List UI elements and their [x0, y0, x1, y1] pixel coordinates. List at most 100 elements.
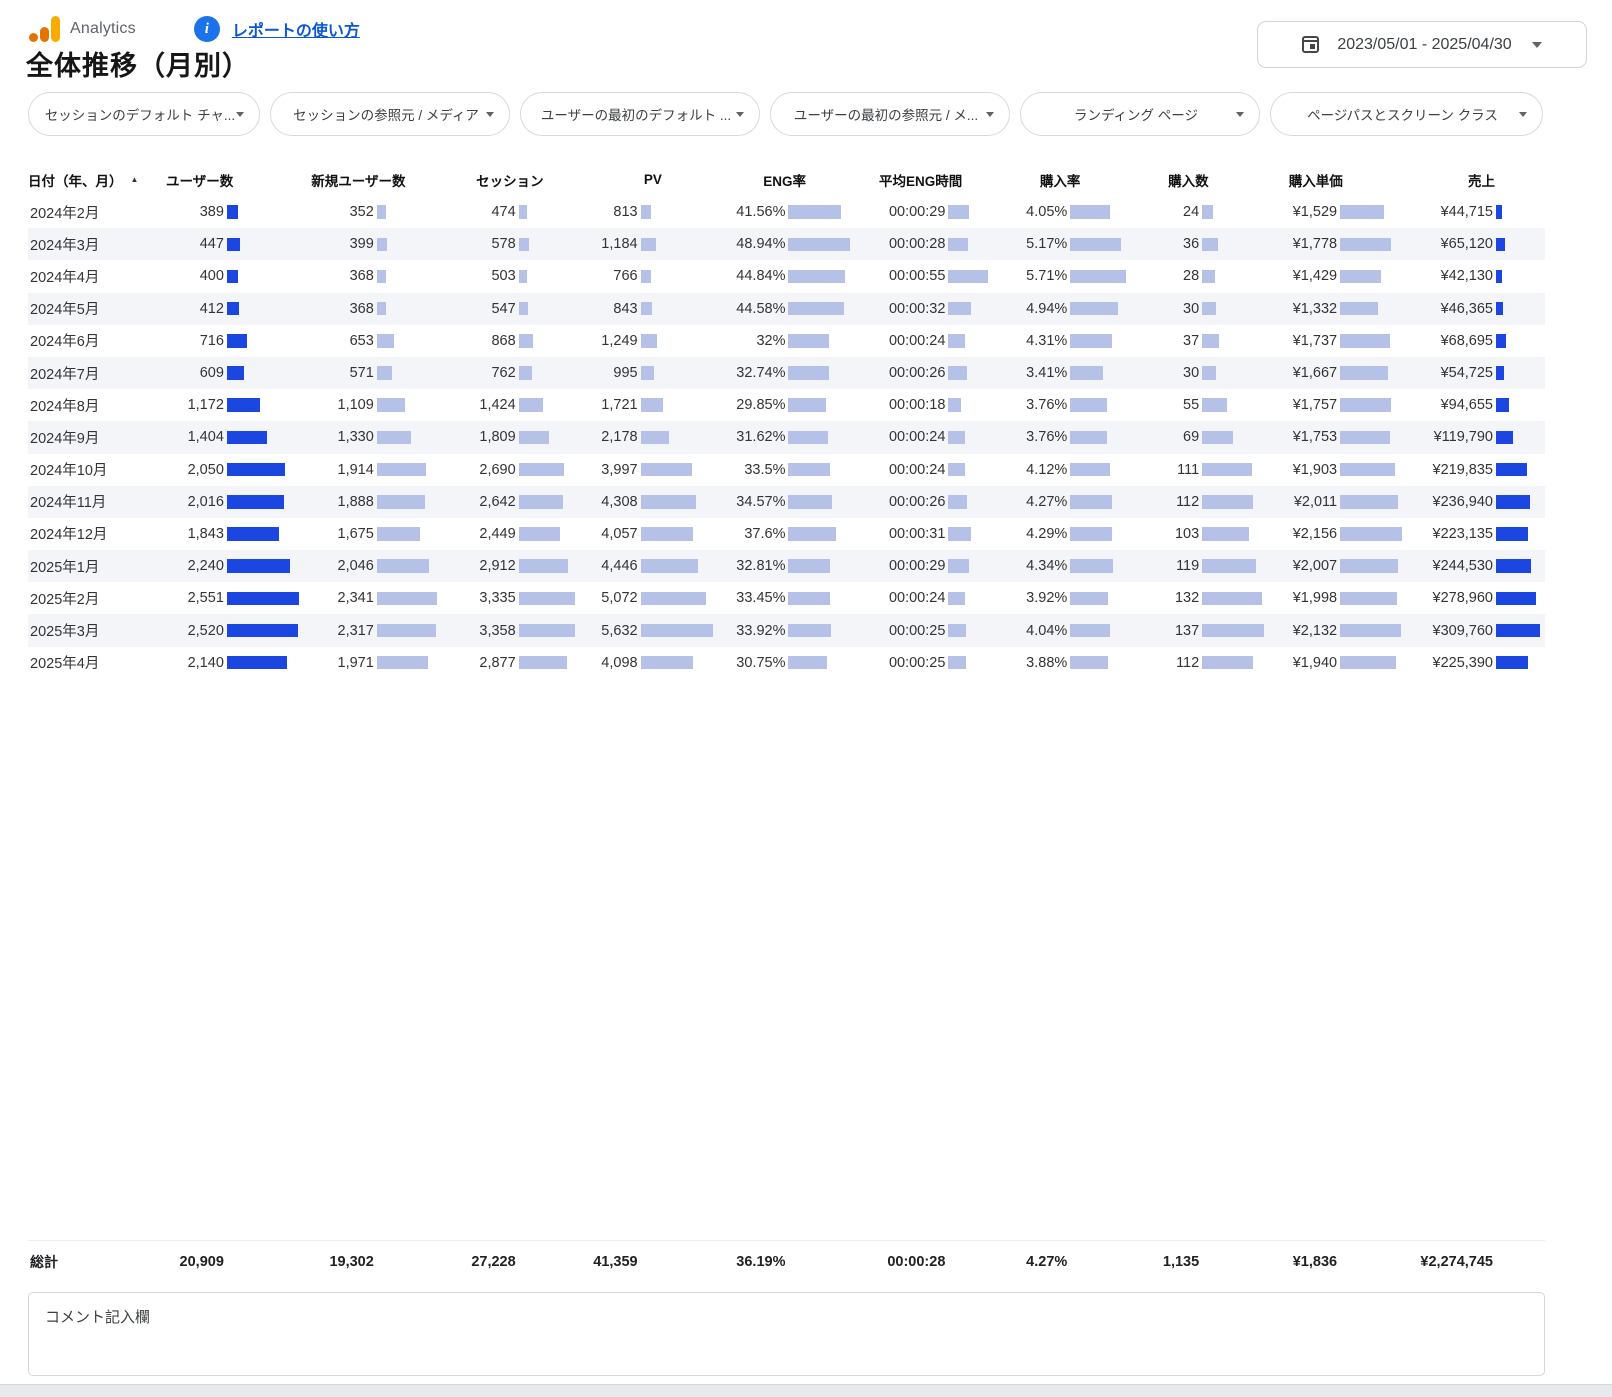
metric-cell: 4.05%	[993, 196, 1131, 228]
column-header-3[interactable]: セッション	[471, 170, 605, 190]
cell-value: 868	[491, 332, 516, 349]
inline-bar	[788, 398, 827, 412]
metric-cell: 69	[1131, 421, 1269, 453]
comment-box[interactable]: コメント記入欄	[28, 1292, 1545, 1376]
cell-bar-area	[947, 454, 993, 486]
column-header-label: 購入単価	[1288, 173, 1343, 189]
filter-dropdown-5[interactable]: ランディング ページ	[1020, 92, 1260, 136]
table-row: 2024年4月 400 368 503 766 44.84% 00:00:55 5.71% 28…	[28, 260, 1545, 292]
filter-dropdown-3[interactable]: ユーザーの最初のデフォルト ...	[520, 92, 760, 136]
column-header-1[interactable]: ユーザー数	[166, 170, 311, 190]
cell-value: 2,449	[479, 525, 516, 542]
cell-value: 30.75%	[736, 654, 786, 671]
cell-value: ¥1,836	[1292, 1253, 1338, 1270]
column-header-10[interactable]: 売上	[1411, 170, 1545, 190]
page-title: 全体推移（月別）	[26, 51, 250, 81]
date-cell: 2024年2月	[30, 205, 100, 222]
cell-value: 1,135	[1162, 1253, 1200, 1270]
filter-dropdown-6[interactable]: ページパスとスクリーン クラス	[1270, 92, 1543, 136]
cell-bar-area	[226, 293, 304, 325]
filter-dropdown-2[interactable]: セッションの参照元 / メディア	[270, 92, 510, 136]
cell-bar-area	[787, 582, 855, 614]
sort-ascending-icon: ▲	[130, 175, 139, 184]
column-header-9[interactable]: 購入単価	[1277, 170, 1411, 190]
cell-value: 762	[491, 365, 516, 382]
column-header-6[interactable]: 平均ENG時間	[874, 170, 1008, 190]
cell-bar-area	[640, 550, 718, 582]
cell-bar-area	[1495, 454, 1545, 486]
metric-cell: 31.62%	[718, 421, 856, 453]
filter-dropdown-1[interactable]: セッションのデフォルト チャ...	[28, 92, 260, 136]
cell-value: 00:00:18	[888, 397, 946, 414]
column-header-label: ユーザー数	[166, 173, 234, 189]
cell-value: 00:00:24	[888, 461, 946, 478]
cell-bar-area	[518, 228, 580, 260]
cell-value: 4.31%	[1026, 332, 1068, 349]
cell-bar-area	[1339, 260, 1407, 292]
cell-bar-area	[1339, 228, 1407, 260]
metric-cell: ¥223,135	[1407, 518, 1545, 550]
inline-bar	[1070, 527, 1113, 541]
cell-bar-area	[1495, 614, 1545, 646]
metric-cell: 3.41%	[993, 357, 1131, 389]
info-icon[interactable]: i	[193, 16, 220, 42]
inline-bar	[640, 366, 654, 380]
column-header-8[interactable]: 購入数	[1142, 170, 1276, 190]
inline-bar	[1202, 591, 1263, 606]
metric-cell: ¥1,778	[1269, 228, 1407, 260]
cell-value: 2,240	[187, 558, 224, 575]
metric-cell: 111	[1131, 454, 1269, 486]
metric-cell: 1,249	[580, 325, 718, 357]
metric-cell: 00:00:26	[855, 357, 993, 389]
metric-cell: ¥94,655	[1407, 389, 1545, 421]
metric-cell: ¥236,940	[1407, 486, 1545, 518]
column-header-label: 購入率	[1039, 173, 1081, 189]
inline-bar	[518, 301, 528, 316]
column-header-4[interactable]: PV	[606, 172, 740, 187]
inline-bar	[948, 527, 972, 541]
cell-value: 2,520	[187, 622, 224, 639]
metric-cell: 1,809	[442, 421, 580, 453]
metric-cell: 41.56%	[718, 196, 856, 228]
date-range-picker[interactable]: 2023/05/01 - 2025/04/30	[1257, 21, 1587, 68]
cell-value: 00:00:55	[888, 268, 946, 285]
inline-bar	[226, 301, 239, 316]
metric-cell: 399	[304, 228, 442, 260]
cell-bar-area	[376, 389, 442, 421]
column-header-5[interactable]: ENG率	[740, 170, 874, 190]
cell-value: 00:00:31	[888, 525, 946, 542]
metric-cell: 1,914	[304, 454, 442, 486]
inline-bar	[376, 430, 411, 445]
metric-cell: 1,721	[580, 389, 718, 421]
filter-dropdown-4[interactable]: ユーザーの最初の参照元 / メ...	[770, 92, 1010, 136]
table-row: 2024年10月 2,050 1,914 2,690 3,997 33.5% 00:00:2…	[28, 454, 1545, 486]
inline-bar	[1070, 559, 1114, 573]
report-help-link[interactable]: レポートの使い方	[231, 23, 360, 40]
metric-cell: 00:00:25	[855, 614, 993, 646]
column-header-2[interactable]: 新規ユーザー数	[311, 170, 471, 190]
metric-cell: 33.45%	[718, 582, 856, 614]
cell-bar-area	[518, 260, 580, 292]
cell-value: 32.74%	[736, 365, 786, 382]
column-header-date[interactable]: 日付（年、月） ▲	[28, 170, 166, 190]
cell-value: 00:00:24	[888, 332, 946, 349]
cell-value: 412	[199, 300, 224, 317]
inline-bar	[1495, 430, 1513, 445]
cell-bar-area	[518, 454, 580, 486]
cell-bar-area	[640, 357, 718, 389]
column-header-7[interactable]: 購入率	[1008, 170, 1142, 190]
metric-cell: ¥1,753	[1269, 421, 1407, 453]
data-table: 日付（年、月） ▲ ユーザー数 新規ユーザー数 セッション PV ENG率 平均ENG時間 購入…	[28, 163, 1545, 679]
cell-bar-area	[376, 647, 442, 679]
metric-cell: 30	[1131, 357, 1269, 389]
cell-value: 2,140	[187, 654, 224, 671]
cell-bar-area	[787, 196, 855, 228]
cell-bar-area	[1069, 196, 1131, 228]
cell-bar-area	[226, 550, 304, 582]
cell-value: 368	[349, 268, 374, 285]
cell-value: ¥54,725	[1440, 365, 1493, 382]
cell-value: ¥2,132	[1292, 622, 1338, 639]
inline-bar	[1340, 334, 1391, 348]
metric-cell: 4,098	[580, 647, 718, 679]
cell-bar-area	[1495, 293, 1545, 325]
